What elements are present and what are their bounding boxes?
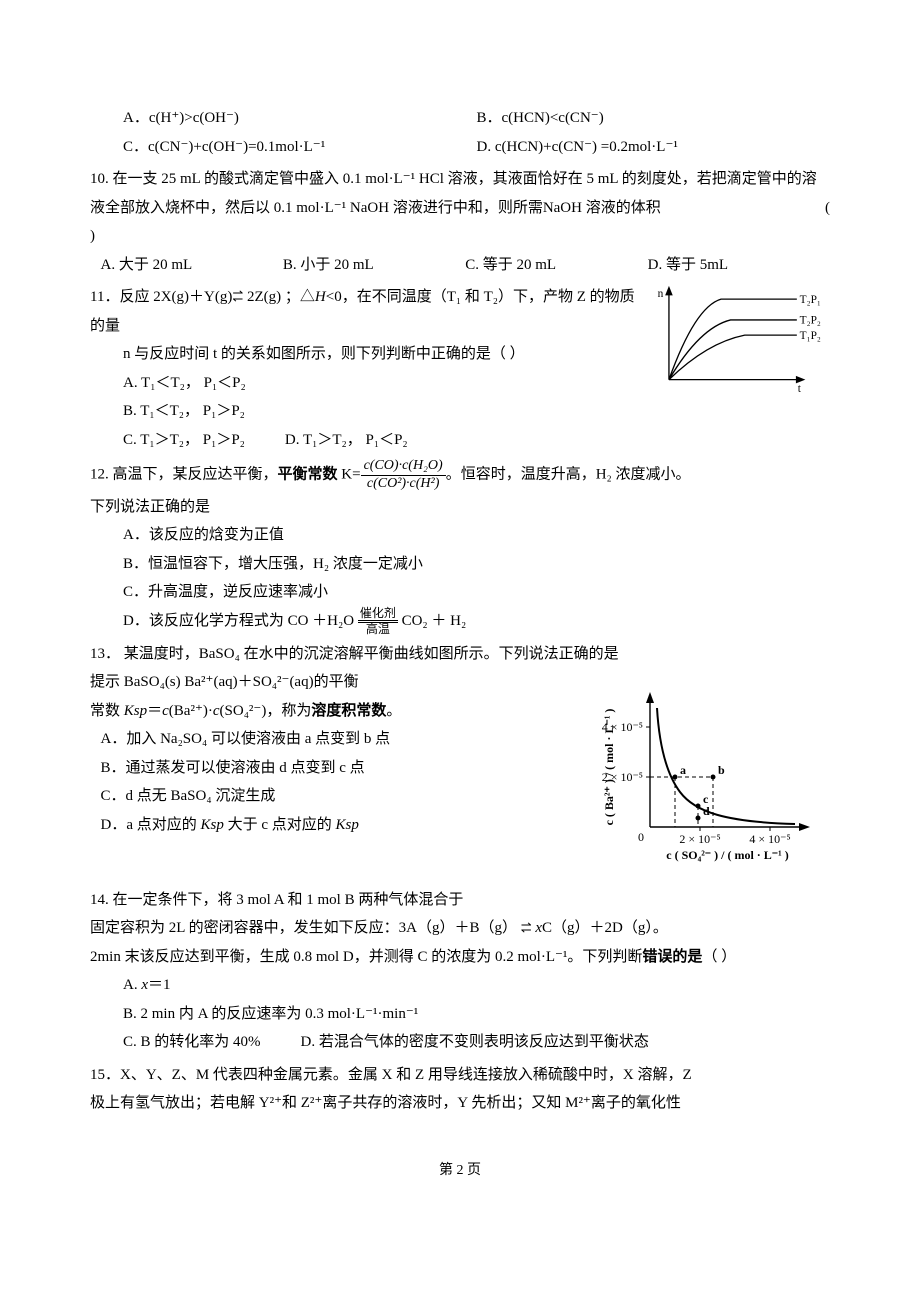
svg-text:t: t — [798, 383, 802, 395]
q14-optA: A. x＝1 — [90, 971, 830, 1000]
q11-stem-a: 11．反应 2X(g)＋Y(g) — [90, 289, 232, 305]
q9-optB: B．c(HCN)<c(CN⁻) — [477, 104, 831, 133]
q12-stem-a: 12. 高温下，某反应达平衡， — [90, 467, 278, 483]
svg-text:T₂P₂: T₂P₂ — [800, 315, 821, 327]
page-footer: 第 2 页 — [90, 1158, 830, 1185]
q10-optC: C. 等于 20 mL — [465, 251, 647, 280]
q9-optC: C．c(CN⁻)+c(OH⁻)=0.1mol·L⁻¹ — [123, 133, 477, 162]
q10-optB: B. 小于 20 mL — [283, 251, 465, 280]
svg-text:c ( SO₄²⁻ ) / ( mol · L⁻¹ ): c ( SO₄²⁻ ) / ( mol · L⁻¹ ) — [666, 848, 788, 862]
q10-optA: A. 大于 20 mL — [101, 251, 283, 280]
svg-text:2 × 10⁻⁵: 2 × 10⁻⁵ — [679, 832, 720, 846]
q10: 10. 在一支 25 mL 的酸式滴定管中盛入 0.1 mol·L⁻¹ HCl … — [90, 165, 830, 222]
q9-optD: D. c(HCN)+c(CN⁻) =0.2mol·L⁻¹ — [477, 133, 831, 162]
catalyst-condition: 催化剂高温 — [358, 607, 398, 636]
q12-optD: D．该反应化学方程式为 CO ＋H₂O 催化剂高温 CO₂ ＋ H₂ — [90, 607, 830, 636]
q12-bold: 平衡常数 — [278, 467, 338, 483]
eq-arrows-icon: ⇀↽ — [232, 290, 243, 302]
q12: 12. 高温下，某反应达平衡，平衡常数 K=c(CO)·c(H₂O)c(CO²)… — [90, 458, 830, 493]
q10-stem: 10. 在一支 25 mL 的酸式滴定管中盛入 0.1 mol·L⁻¹ HCl … — [90, 171, 817, 216]
svg-text:a: a — [680, 763, 686, 777]
q15-stem-b: 极上有氢气放出；若电解 Y²⁺和 Z²⁺离子共存的溶液时，Y 先析出；又知 M²… — [90, 1089, 830, 1118]
q13-stem-a: 13． 某温度时，BaSO₄ 在水中的沉淀溶解平衡曲线如图所示。下列说法正确的是 — [90, 640, 830, 669]
svg-text:T₁P₂: T₁P₂ — [800, 330, 821, 342]
q15-stem-a: 15．X、Y、Z、M 代表四种金属元素。金属 X 和 Z 用导线连接放入稀硫酸中… — [90, 1061, 830, 1090]
q11: n t T₂P₁ T₂P₂ T₁P₂ 11．反应 2X(g)＋Y(g)⇀↽ 2Z(g… — [90, 283, 830, 454]
q9-optA: A．c(H⁺)>c(OH⁻) — [123, 104, 477, 133]
q12-frac-num: c(CO)·c(H₂O) — [361, 458, 446, 476]
q14-stem-c: 2min 末该反应达到平衡，生成 0.8 mol D，并测得 C 的浓度为 0.… — [90, 943, 830, 972]
q10-close-paren: ) — [90, 222, 830, 251]
svg-text:b: b — [718, 763, 725, 777]
q12-fraction: c(CO)·c(H₂O)c(CO²)·c(H²) — [361, 458, 446, 493]
q11-optC: C. T₁＞T₂， P₁＞P₂ — [123, 426, 245, 455]
q12-optB: B．恒温恒容下，增大压强，H₂ 浓度一定减小 — [90, 550, 830, 579]
q12-stem-d: 下列说法正确的是 — [90, 493, 830, 522]
q10-optD: D. 等于 5mL — [648, 251, 830, 280]
svg-text:4 × 10⁻⁵: 4 × 10⁻⁵ — [749, 832, 790, 846]
q12-frac-den: c(CO²)·c(H²) — [361, 476, 446, 493]
q14-optD: D. 若混合气体的密度不变则表明该反应达到平衡状态 — [301, 1028, 649, 1057]
q10-open-paren: ( — [825, 194, 830, 223]
q11-dH: H — [315, 289, 326, 305]
svg-text:n: n — [658, 288, 664, 300]
svg-text:c ( Ba²⁺ ) / ( mol · L⁻¹ ): c ( Ba²⁺ ) / ( mol · L⁻¹ ) — [602, 709, 616, 826]
q14-stem-a: 14. 在一定条件下，将 3 mol A 和 1 mol B 两种气体混合于 — [90, 886, 830, 915]
svg-text:0: 0 — [638, 830, 644, 844]
svg-text:T₂P₁: T₂P₁ — [800, 294, 821, 306]
q15: 15．X、Y、Z、M 代表四种金属元素。金属 X 和 Z 用导线连接放入稀硫酸中… — [90, 1061, 830, 1118]
q13: 13． 某温度时，BaSO₄ 在水中的沉淀溶解平衡曲线如图所示。下列说法正确的是… — [90, 640, 830, 840]
q14-optB: B. 2 min 内 A 的反应速率为 0.3 mol·L⁻¹·min⁻¹ — [90, 1000, 830, 1029]
q12-stem-c: 。恒容时，温度升高，H₂ 浓度减小。 — [446, 467, 691, 483]
q12-optA: A．该反应的焓变为正值 — [90, 521, 830, 550]
q12-optC: C．升高温度，逆反应速率减小 — [90, 578, 830, 607]
q14-optC: C. B 的转化率为 40% — [123, 1028, 261, 1057]
eq-arrows-icon: ⇀↽ — [521, 922, 532, 934]
q14-stem-b: 固定容积为 2L 的密闭容器中，发生如下反应：3A（g）＋B（g） ⇀↽ xC（… — [90, 914, 830, 943]
q13-chart: 4 × 10⁻⁵2 × 10⁻⁵2 × 10⁻⁵4 × 10⁻⁵0abcdc (… — [595, 672, 830, 878]
q11-chart: n t T₂P₁ T₂P₂ T₁P₂ — [650, 277, 830, 408]
q12-optD-b: CO₂ ＋ H₂ — [398, 613, 466, 629]
q12-optD-a: D．该反应化学方程式为 CO ＋H₂O — [123, 613, 358, 629]
q12-stem-b: K= — [338, 467, 361, 483]
q10-options: A. 大于 20 mL B. 小于 20 mL C. 等于 20 mL D. 等… — [90, 251, 830, 280]
q11-stem-b: 2Z(g) ；△ — [243, 289, 315, 305]
q11-optD: D. T₁＞T₂， P₁＜P₂ — [285, 426, 408, 455]
svg-text:d: d — [703, 804, 710, 818]
q9-options: A．c(H⁺)>c(OH⁻) B．c(HCN)<c(CN⁻) C．c(CN⁻)+… — [90, 104, 830, 161]
q14: 14. 在一定条件下，将 3 mol A 和 1 mol B 两种气体混合于 固… — [90, 886, 830, 1057]
